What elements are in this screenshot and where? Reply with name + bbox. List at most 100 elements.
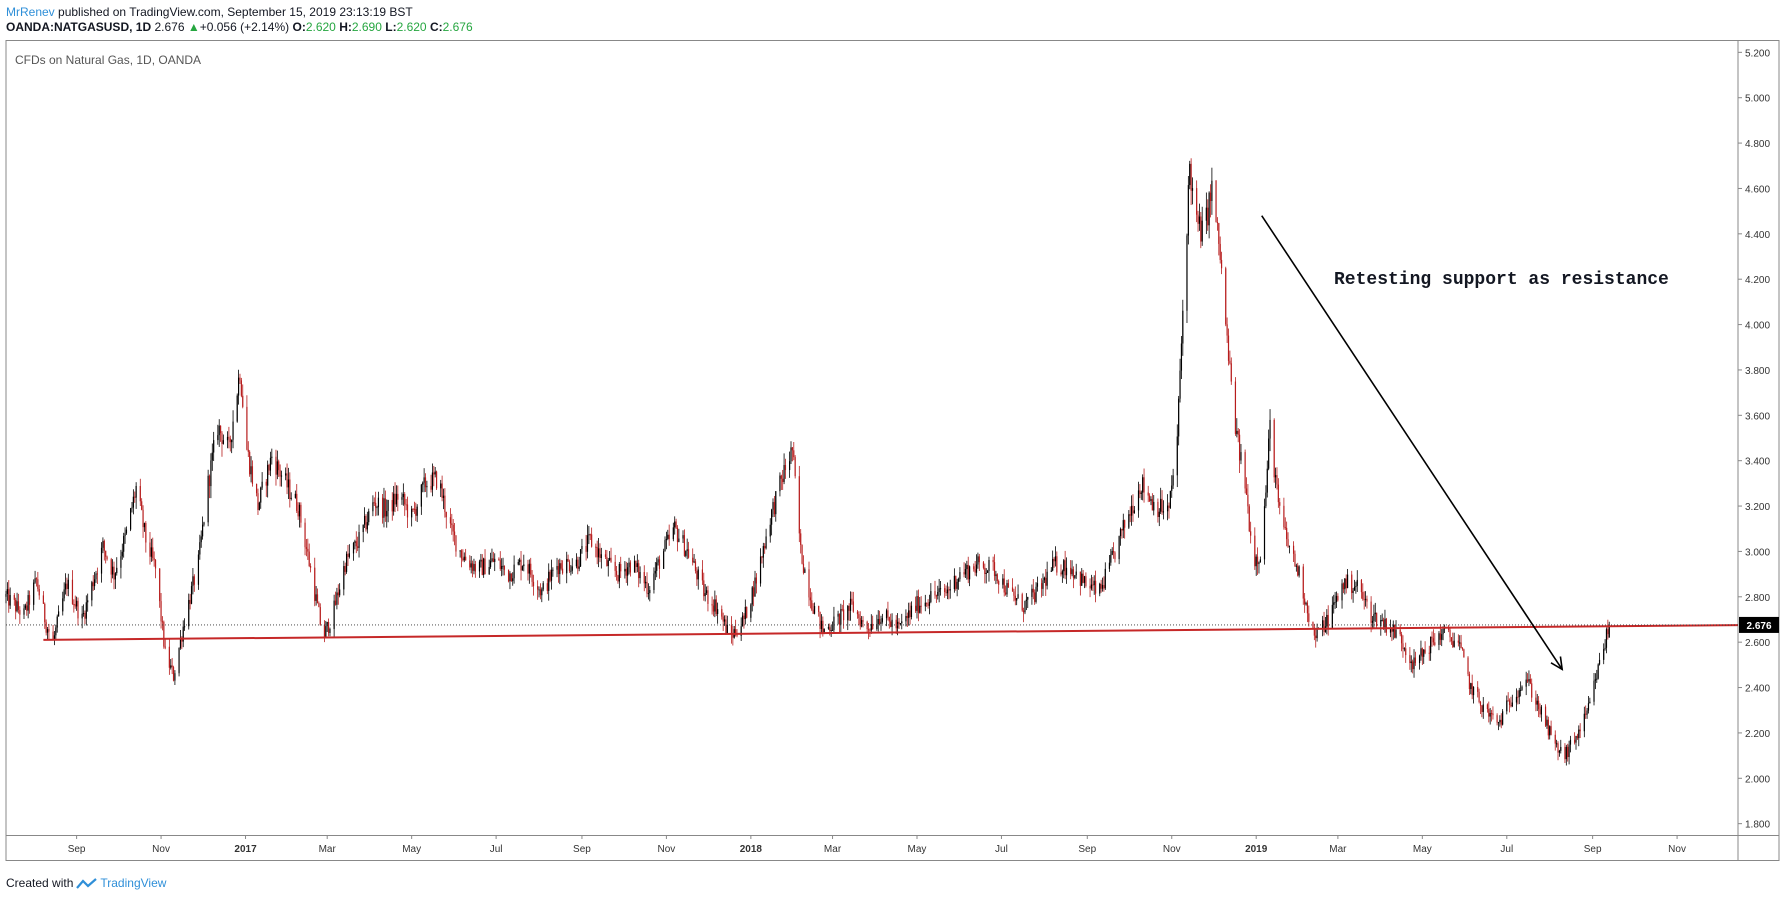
candle-body (1608, 624, 1610, 638)
candle-body (232, 421, 234, 440)
candle-body (365, 515, 367, 530)
candle (813, 602, 816, 615)
candle (550, 559, 553, 590)
candle (1014, 586, 1016, 606)
candle-body (578, 566, 580, 569)
candle-body (287, 479, 290, 488)
candle-body (1461, 648, 1464, 650)
candle-body (1002, 578, 1004, 585)
candle-body (355, 541, 357, 547)
last-price-tag-label: 2.676 (1746, 621, 1771, 632)
candle (411, 505, 413, 527)
candle (703, 572, 705, 601)
candle-body (559, 563, 561, 575)
candle-body (13, 595, 15, 600)
candle-body (333, 600, 335, 629)
candle-body (1511, 702, 1513, 707)
candle (1346, 569, 1349, 589)
candle (685, 550, 687, 558)
candle (71, 570, 74, 605)
candle (337, 584, 339, 605)
candle-body (478, 561, 481, 572)
candle (1042, 573, 1044, 596)
candle (1546, 715, 1548, 729)
candle (617, 574, 619, 584)
candle (740, 617, 742, 641)
candle-body (474, 564, 476, 572)
candle-body (694, 561, 697, 571)
candle-body (1162, 511, 1165, 513)
candle-body (779, 475, 781, 492)
candle (1227, 328, 1230, 366)
candle-body (996, 574, 998, 582)
candle (867, 623, 870, 640)
candle-body (872, 623, 874, 630)
candle (905, 609, 907, 627)
tradingview-link[interactable]: TradingView (100, 876, 167, 890)
candle (300, 502, 302, 528)
candle (682, 530, 684, 543)
candle (480, 553, 482, 568)
candle-body (1227, 335, 1230, 361)
candle-body (228, 436, 230, 439)
x-tick-label: Sep (1078, 844, 1096, 855)
candle-body (483, 558, 485, 575)
candle (1139, 484, 1141, 499)
candle (217, 424, 219, 445)
chart-pane[interactable] (5, 40, 1739, 836)
candle (725, 615, 727, 636)
candle (249, 450, 251, 477)
candle-body (416, 506, 418, 516)
candle (163, 620, 165, 649)
candle (420, 483, 422, 515)
time-axis[interactable] (5, 835, 1780, 861)
candle-body (1457, 640, 1459, 643)
candle (499, 551, 501, 571)
author-link[interactable]: MrRenev (6, 5, 55, 19)
candle (1054, 546, 1057, 567)
candle-body (975, 564, 978, 573)
candle (964, 563, 967, 578)
candle (239, 373, 241, 385)
chart-title: CFDs on Natural Gas, 1D, OANDA (15, 53, 201, 67)
candle-body (258, 502, 260, 510)
candle-body (404, 494, 406, 505)
candle (1556, 739, 1558, 748)
candle-body (1133, 510, 1135, 514)
candle-body (37, 579, 39, 589)
candle (1036, 576, 1039, 592)
candle (503, 565, 506, 576)
candle (189, 593, 191, 610)
candle-body (1594, 679, 1596, 681)
candle (910, 601, 913, 620)
candle (1201, 206, 1203, 246)
candle-body (316, 594, 319, 604)
candle (394, 482, 396, 512)
candle (159, 568, 161, 608)
candle (1403, 647, 1405, 652)
candle-body (1565, 746, 1567, 760)
candle (1169, 490, 1171, 509)
candle-body (1515, 696, 1518, 703)
candle (251, 460, 254, 487)
candle-body (1273, 419, 1275, 478)
candle-body (1180, 343, 1183, 371)
candle-body (926, 602, 928, 604)
candle (344, 562, 346, 576)
candle (657, 556, 659, 566)
candle (1603, 643, 1605, 665)
y-tick-label: 2.200 (1745, 729, 1770, 740)
candle (1284, 517, 1286, 530)
candle (179, 629, 182, 650)
candle-body (203, 522, 205, 525)
candle (1050, 567, 1052, 573)
candle (567, 554, 569, 562)
candle (1345, 574, 1347, 594)
candle (1238, 429, 1241, 474)
candle (1460, 634, 1462, 649)
candle (830, 625, 832, 637)
candle (46, 626, 49, 641)
x-tick-label: Nov (1668, 844, 1686, 855)
price-axis[interactable] (1737, 40, 1780, 836)
